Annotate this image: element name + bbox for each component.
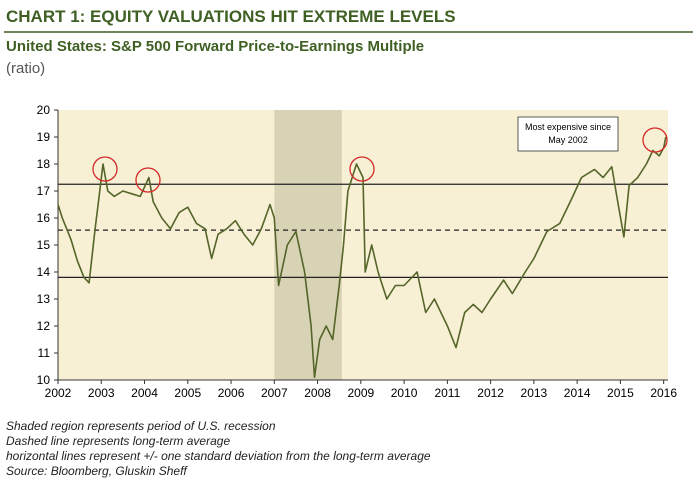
y-tick-label: 12	[37, 319, 51, 333]
y-tick-label: 11	[38, 346, 51, 360]
x-tick-label: 2013	[521, 386, 548, 400]
footnote: Source: Bloomberg, Gluskin Sheff	[6, 464, 188, 478]
x-tick-label: 2010	[391, 386, 418, 400]
highlights	[92, 127, 668, 193]
y-tick-label: 14	[37, 265, 51, 279]
annotation-box	[517, 116, 619, 152]
x-tick-label: 2015	[607, 386, 634, 400]
x-tick-label: 2014	[564, 386, 591, 400]
footnote: Shaded region represents period of U.S. …	[6, 419, 276, 433]
highlight-circle	[642, 127, 668, 153]
x-tick-label: 2012	[477, 386, 504, 400]
highlight-circle	[92, 156, 118, 182]
recession-shade	[274, 110, 342, 380]
y-tick-label: 16	[37, 211, 51, 225]
x-tick-label: 2005	[174, 386, 201, 400]
y-tick-label: 15	[37, 238, 51, 252]
y-tick-label: 18	[37, 157, 51, 171]
highlight-circle	[349, 156, 375, 182]
footnote: Dashed line represents long-term average	[6, 434, 230, 448]
annotation: May 2002	[548, 135, 588, 145]
plot-background	[58, 110, 668, 380]
x-tick-label: 2004	[131, 386, 158, 400]
plot-area: 10 11 12 13 14 15 16 17 18 19 20 2002 2003 2004 2005 20…	[37, 103, 678, 400]
highlight-circle	[135, 167, 161, 193]
x-tick-label: 2003	[88, 386, 115, 400]
y-tick-label: 17	[37, 184, 51, 198]
footnote: horizontal lines represent +/- one stand…	[6, 449, 431, 463]
y-tick-label: 13	[37, 292, 51, 306]
x-tick-label: 2016	[650, 386, 677, 400]
x-tick-label: 2009	[347, 386, 374, 400]
y-tick-label: 19	[37, 130, 51, 144]
y-tick-label: 20	[37, 103, 51, 117]
x-tick-label: 2007	[261, 386, 288, 400]
annotation: Most expensive since	[525, 122, 611, 132]
chart-subtitle: United States: S&P 500 Forward Price-to-…	[6, 38, 424, 55]
chart-title: CHART 1: EQUITY VALUATIONS HIT EXTREME L…	[6, 7, 456, 26]
x-tick-label: 2008	[304, 386, 331, 400]
x-tick-label: 2006	[218, 386, 245, 400]
series-line	[57, 136, 667, 379]
y-tick-label: 10	[37, 373, 51, 387]
x-tick-label: 2002	[45, 386, 72, 400]
y-axis-label: (ratio)	[6, 60, 45, 77]
x-tick-label: 2011	[434, 386, 460, 400]
